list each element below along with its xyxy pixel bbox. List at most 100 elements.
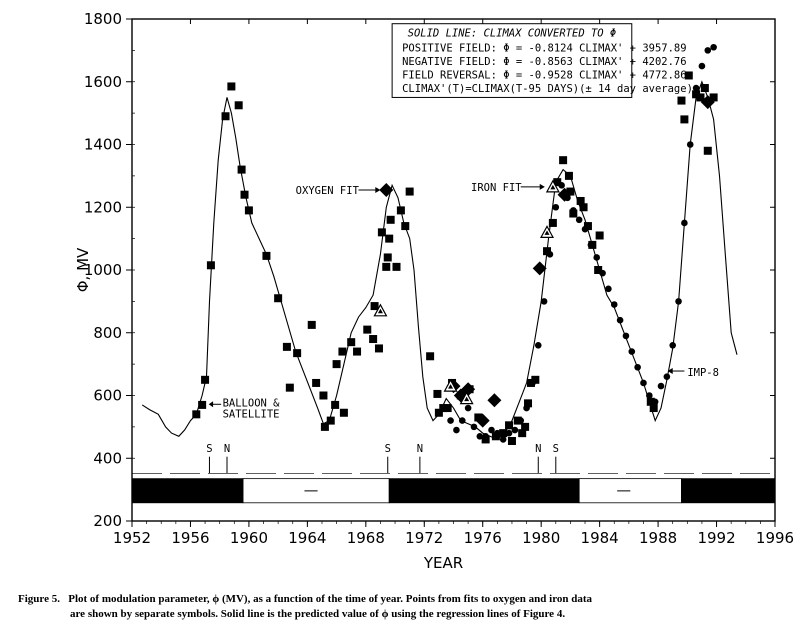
- balloon-satellite-point: [474, 413, 483, 422]
- y-tick-label-3: 800: [93, 324, 122, 342]
- imp8-point: [581, 225, 589, 233]
- imp8-point: [704, 47, 712, 54]
- x-tick-label-6: 1976: [464, 529, 502, 547]
- imp8-point: [587, 241, 595, 249]
- caption-text-1: Plot of modulation parameter, ϕ (MV), as…: [68, 593, 593, 605]
- imp8-point: [476, 432, 484, 440]
- oxygen-fit-point: [379, 182, 394, 197]
- imp8-point: [464, 404, 472, 412]
- imp8-point: [570, 207, 577, 214]
- annotation-balloon: BALLOON &: [223, 397, 281, 409]
- balloon-satellite-point: [443, 404, 452, 413]
- imp8-point: [622, 332, 630, 340]
- polarity-bar-4: [681, 478, 776, 504]
- polarity-bar-1: [242, 478, 390, 504]
- oxygen-fit-point: [532, 261, 547, 276]
- balloon-satellite-point: [583, 222, 592, 231]
- legend-box: [391, 23, 633, 98]
- balloon-satellite-point: [374, 344, 383, 353]
- balloon-satellite-point: [646, 397, 655, 406]
- oxygen-fit-point: [700, 95, 715, 110]
- imp8-point: [710, 43, 717, 51]
- imp8-point: [558, 181, 565, 189]
- balloon-satellite-point: [227, 82, 236, 91]
- imp8-point: [517, 417, 525, 424]
- balloon-satellite-point: [332, 360, 341, 369]
- balloon-satellite-point: [566, 187, 575, 196]
- balloon-satellite-point: [559, 156, 568, 165]
- balloon-satellite-point: [507, 436, 516, 445]
- balloon-satellite-point: [285, 383, 294, 392]
- imp8-point: [552, 203, 560, 211]
- balloon-satellite-point: [234, 101, 243, 110]
- field-marker-label-4: N: [535, 443, 541, 455]
- x-tick-label-1: 1956: [171, 529, 209, 547]
- balloon-satellite-point: [433, 389, 442, 398]
- balloon-satellite-point: [696, 93, 705, 102]
- oxygen-fit-point: [487, 393, 502, 408]
- x-tick-label-9: 1988: [639, 529, 677, 547]
- balloon-satellite-point: [353, 347, 362, 356]
- balloon-satellite-point: [347, 338, 356, 347]
- x-axis-label: YEAR: [423, 554, 463, 572]
- imp8-point: [546, 251, 554, 258]
- annotation-oxygen-fit: OXYGEN FIT: [296, 185, 360, 197]
- imp8-point: [610, 301, 618, 308]
- balloon-satellite-point: [439, 404, 448, 413]
- balloon-satellite-point: [595, 231, 604, 240]
- field-marker-label-5: S: [553, 443, 559, 455]
- legend-line-0: POSITIVE FIELD: Φ = -0.8124 CLIMAX' + 39…: [402, 43, 686, 55]
- annotation-iron-fit: IRON FIT: [471, 182, 522, 194]
- y-axis-label: Φ, MV: [74, 247, 92, 292]
- imp8-point: [458, 417, 466, 424]
- imp8-point: [523, 404, 530, 412]
- balloon-satellite-point: [363, 325, 372, 334]
- balloon-satellite-point: [553, 178, 562, 187]
- annotation-imp8: IMP-8: [687, 367, 719, 379]
- legend-title: SOLID LINE: CLIMAX CONVERTED TO Φ: [408, 28, 617, 40]
- balloon-satellite-point: [282, 342, 291, 351]
- imp8-point: [634, 363, 641, 371]
- x-tick-label-2: 1960: [230, 529, 268, 547]
- polarity-bar-0: [131, 478, 244, 504]
- balloon-satellite-point: [307, 320, 316, 329]
- balloon-satellite-point: [401, 222, 410, 231]
- balloon-satellite-point: [692, 90, 701, 99]
- imp8-point: [494, 429, 501, 437]
- balloon-satellite-point: [700, 84, 709, 93]
- balloon-satellite-point: [426, 352, 435, 361]
- annotation-oxygen-arrowhead: [375, 186, 381, 193]
- x-tick-label-11: 1996: [756, 529, 794, 547]
- oxygen-fit-point: [557, 187, 572, 202]
- balloon-satellite-point: [339, 408, 348, 417]
- balloon-satellite-point: [684, 71, 693, 80]
- balloon-satellite-point: [385, 234, 394, 243]
- balloon-satellite-point: [319, 391, 328, 400]
- imp8-point: [657, 382, 665, 390]
- balloon-satellite-point: [201, 375, 210, 384]
- imp8-point: [593, 254, 601, 261]
- balloon-satellite-point: [649, 404, 658, 413]
- imp8-point: [651, 398, 659, 406]
- imp8-point: [575, 216, 583, 224]
- imp8-point: [529, 379, 536, 387]
- legend-line-3: CLIMAX'(T)=CLIMAX(T-95 DAYS)(± 14 day av…: [402, 83, 693, 95]
- field-marker-label-2: S: [385, 443, 391, 455]
- imp8-point: [646, 392, 653, 399]
- balloon-satellite-point: [405, 187, 414, 196]
- balloon-satellite-point: [206, 261, 215, 270]
- imp8-point: [482, 432, 489, 440]
- balloon-satellite-point: [524, 399, 533, 408]
- imp8-point: [616, 316, 624, 324]
- y-tick-label-4: 1000: [84, 261, 122, 279]
- balloon-satellite-point: [262, 251, 271, 260]
- legend-line-2: FIELD REVERSAL: Φ = -0.9528 CLIMAX' + 47…: [402, 70, 686, 82]
- iron-fit-point-inner: [544, 230, 550, 235]
- balloon-satellite-point: [518, 429, 527, 438]
- imp8-point: [628, 348, 636, 355]
- y-tick-label-0: 200: [93, 512, 122, 530]
- annotation-iron-arrowhead: [539, 183, 545, 190]
- imp8-point: [681, 219, 688, 227]
- imp8-point: [505, 429, 513, 437]
- oxygen-fit-point: [461, 382, 476, 397]
